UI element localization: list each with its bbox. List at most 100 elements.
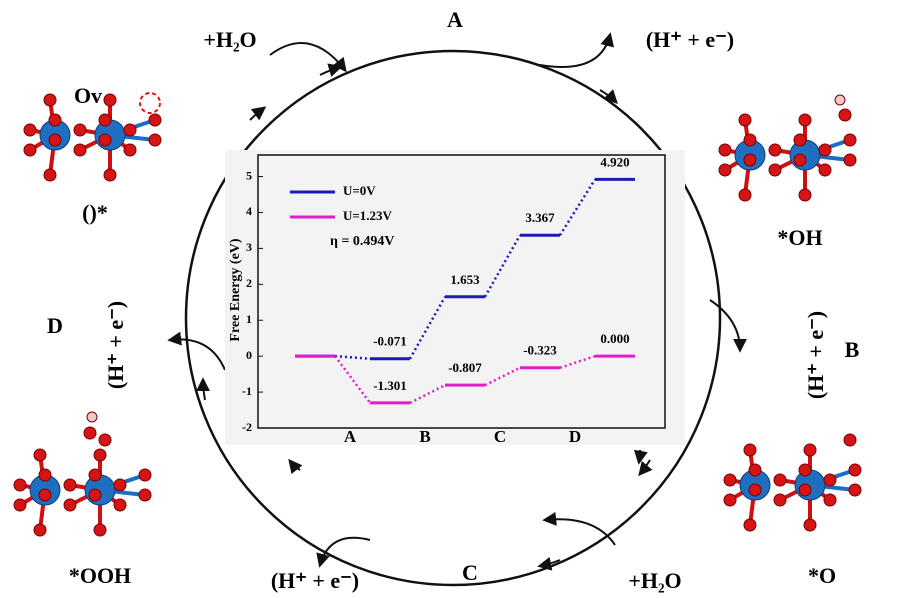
oxygen-atom bbox=[769, 164, 781, 176]
oxygen-atom bbox=[799, 114, 811, 126]
oxygen-atom bbox=[49, 134, 61, 146]
value-label: -0.807 bbox=[448, 360, 482, 375]
oxygen-atom bbox=[99, 434, 111, 446]
oxygen-atom bbox=[39, 469, 51, 481]
value-label: -0.323 bbox=[523, 343, 557, 358]
oxygen-atom bbox=[14, 499, 26, 511]
product-label: (H⁺ + e⁻) bbox=[103, 301, 128, 389]
oxygen-atom bbox=[819, 164, 831, 176]
oxygen-atom bbox=[99, 114, 111, 126]
oxygen-atom bbox=[799, 484, 811, 496]
oxygen-atom bbox=[104, 169, 116, 181]
oxygen-atom bbox=[844, 134, 856, 146]
oxygen-atom bbox=[744, 519, 756, 531]
oxygen-atom bbox=[849, 484, 861, 496]
oxygen-atom bbox=[744, 444, 756, 456]
hydrogen-atom bbox=[87, 412, 97, 422]
molecule bbox=[14, 412, 151, 536]
oxygen-atom bbox=[34, 449, 46, 461]
oxygen-atom bbox=[89, 469, 101, 481]
x-tick-label: A bbox=[344, 427, 357, 446]
oxygen-atom bbox=[719, 164, 731, 176]
oxygen-atom bbox=[719, 144, 731, 156]
metal-atom bbox=[85, 475, 115, 505]
y-axis-label: Free Energy (eV) bbox=[228, 238, 243, 341]
oxygen-atom bbox=[124, 144, 136, 156]
oxygen-atom bbox=[749, 484, 761, 496]
y-tick-label: 0 bbox=[246, 348, 252, 362]
x-tick-label: D bbox=[569, 427, 581, 446]
legend-label: U=0V bbox=[343, 183, 376, 198]
oxygen-atom bbox=[799, 189, 811, 201]
molecule bbox=[724, 434, 861, 531]
oxygen-atom bbox=[74, 124, 86, 136]
value-label: -1.301 bbox=[373, 378, 407, 393]
value-label: -0.071 bbox=[373, 334, 407, 349]
y-tick-label: -1 bbox=[242, 384, 252, 398]
reactant-label: +H₂O bbox=[203, 27, 256, 52]
oxygen-atom bbox=[739, 189, 751, 201]
reactant-label: +H₂O bbox=[628, 568, 681, 593]
oxygen-atom bbox=[44, 94, 56, 106]
oxygen-atom bbox=[744, 134, 756, 146]
molecule bbox=[719, 95, 856, 201]
oxygen-atom bbox=[14, 479, 26, 491]
oxygen-atom bbox=[844, 434, 856, 446]
oxygen-atom bbox=[844, 154, 856, 166]
oxygen-atom bbox=[849, 464, 861, 476]
oxygen-atom bbox=[749, 464, 761, 476]
legend-label: U=1.23V bbox=[343, 208, 393, 223]
metal-atom bbox=[795, 470, 825, 500]
x-tick-label: B bbox=[419, 427, 430, 446]
species-label: ()* bbox=[82, 200, 108, 225]
oxygen-atom bbox=[24, 124, 36, 136]
product-label: (H⁺ + e⁻) bbox=[271, 568, 359, 593]
oxygen-atom bbox=[94, 524, 106, 536]
oxygen-atom bbox=[89, 489, 101, 501]
figure: Free Energy (eV) η = 0.494V A +H₂O (H⁺ +… bbox=[0, 0, 907, 598]
oxygen-atom bbox=[724, 494, 736, 506]
y-tick-label: 5 bbox=[246, 168, 252, 182]
step-label: C bbox=[462, 560, 478, 585]
oxygen-atom bbox=[149, 114, 161, 126]
oxygen-atom bbox=[744, 154, 756, 166]
oxygen-atom bbox=[94, 449, 106, 461]
oxygen-atom bbox=[104, 94, 116, 106]
oxygen-atom bbox=[114, 499, 126, 511]
oxygen-atom bbox=[34, 524, 46, 536]
oxygen-atom bbox=[739, 114, 751, 126]
oxygen-atom bbox=[804, 444, 816, 456]
oxygen-atom bbox=[774, 474, 786, 486]
oxygen-atom bbox=[24, 144, 36, 156]
oxygen-atom bbox=[149, 134, 161, 146]
y-tick-label: 3 bbox=[246, 240, 252, 254]
oxygen-atom bbox=[794, 154, 806, 166]
oxygen-atom bbox=[724, 474, 736, 486]
oxygen-atom bbox=[114, 479, 126, 491]
step-label: A bbox=[447, 7, 463, 32]
oxygen-atom bbox=[819, 144, 831, 156]
species-label: *OOH bbox=[69, 563, 131, 588]
value-label: 4.920 bbox=[600, 154, 629, 169]
metal-atom bbox=[790, 140, 820, 170]
oxygen-atom bbox=[124, 124, 136, 136]
oxygen-atom bbox=[839, 109, 851, 121]
y-tick-label: 2 bbox=[246, 276, 252, 290]
oxygen-atom bbox=[804, 519, 816, 531]
step-label: D bbox=[47, 313, 63, 338]
y-tick-label: -2 bbox=[242, 420, 252, 434]
metal-atom bbox=[95, 120, 125, 150]
species-label: *O bbox=[808, 563, 836, 588]
oxygen-atom bbox=[39, 489, 51, 501]
product-label: (H⁺ + e⁻) bbox=[646, 27, 734, 52]
y-tick-label: 1 bbox=[246, 312, 252, 326]
oxygen-atom bbox=[774, 494, 786, 506]
value-label: 1.653 bbox=[450, 272, 480, 287]
value-label: 3.367 bbox=[525, 210, 555, 225]
oxygen-atom bbox=[74, 144, 86, 156]
product-label: (H⁺ + e⁻) bbox=[803, 311, 828, 399]
oxygen-atom bbox=[49, 114, 61, 126]
step-label: B bbox=[845, 337, 860, 362]
value-label: 0.000 bbox=[600, 331, 629, 346]
oxygen-atom bbox=[44, 169, 56, 181]
